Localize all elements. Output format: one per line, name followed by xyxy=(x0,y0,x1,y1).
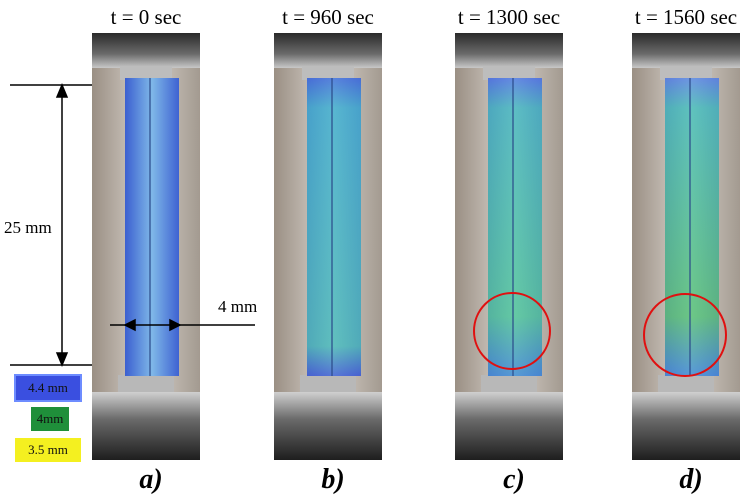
panel-label: d) xyxy=(679,464,702,495)
top-clamp xyxy=(483,66,535,80)
top-grip xyxy=(632,33,740,68)
panel-label: a) xyxy=(139,464,162,495)
legend: 4.4 mm 4mm 3.5 mm xyxy=(15,375,81,462)
figure: t = 0 seca)t = 960 secb)t = 1300 secc)t … xyxy=(0,0,747,496)
top-clamp xyxy=(120,66,172,80)
top-grip xyxy=(274,33,382,68)
specimen-shade xyxy=(307,78,361,376)
bottom-grip xyxy=(632,392,740,460)
time-label: t = 1300 sec xyxy=(458,5,560,29)
top-grip xyxy=(92,33,200,68)
bottom-clamp xyxy=(118,375,174,393)
panel: t = 960 sec b) xyxy=(274,5,382,495)
width-label: 4 mm xyxy=(218,297,257,316)
legend-label: 4.4 mm xyxy=(28,380,68,395)
time-label: t = 1560 sec xyxy=(635,5,737,29)
panel-label: c) xyxy=(503,464,525,495)
bottom-clamp xyxy=(481,375,537,393)
specimen-shade xyxy=(488,78,542,376)
bottom-grip xyxy=(274,392,382,460)
panel: t = 0 sec a) xyxy=(92,5,200,495)
bottom-clamp xyxy=(658,375,714,393)
time-label: t = 0 sec xyxy=(111,5,182,29)
bottom-grip xyxy=(92,392,200,460)
panel-label: b) xyxy=(321,464,344,495)
panel: t = 1560 sec d) xyxy=(632,5,740,495)
specimen-shade xyxy=(665,78,719,376)
time-label: t = 960 sec xyxy=(282,5,374,29)
top-clamp xyxy=(302,66,354,80)
top-grip xyxy=(455,33,563,68)
bottom-grip xyxy=(455,392,563,460)
top-clamp xyxy=(660,66,712,80)
bottom-clamp xyxy=(300,375,356,393)
legend-label: 3.5 mm xyxy=(28,442,68,457)
panel: t = 1300 sec c) xyxy=(455,5,563,495)
length-label: 25 mm xyxy=(4,218,52,237)
legend-label: 4mm xyxy=(37,411,64,426)
